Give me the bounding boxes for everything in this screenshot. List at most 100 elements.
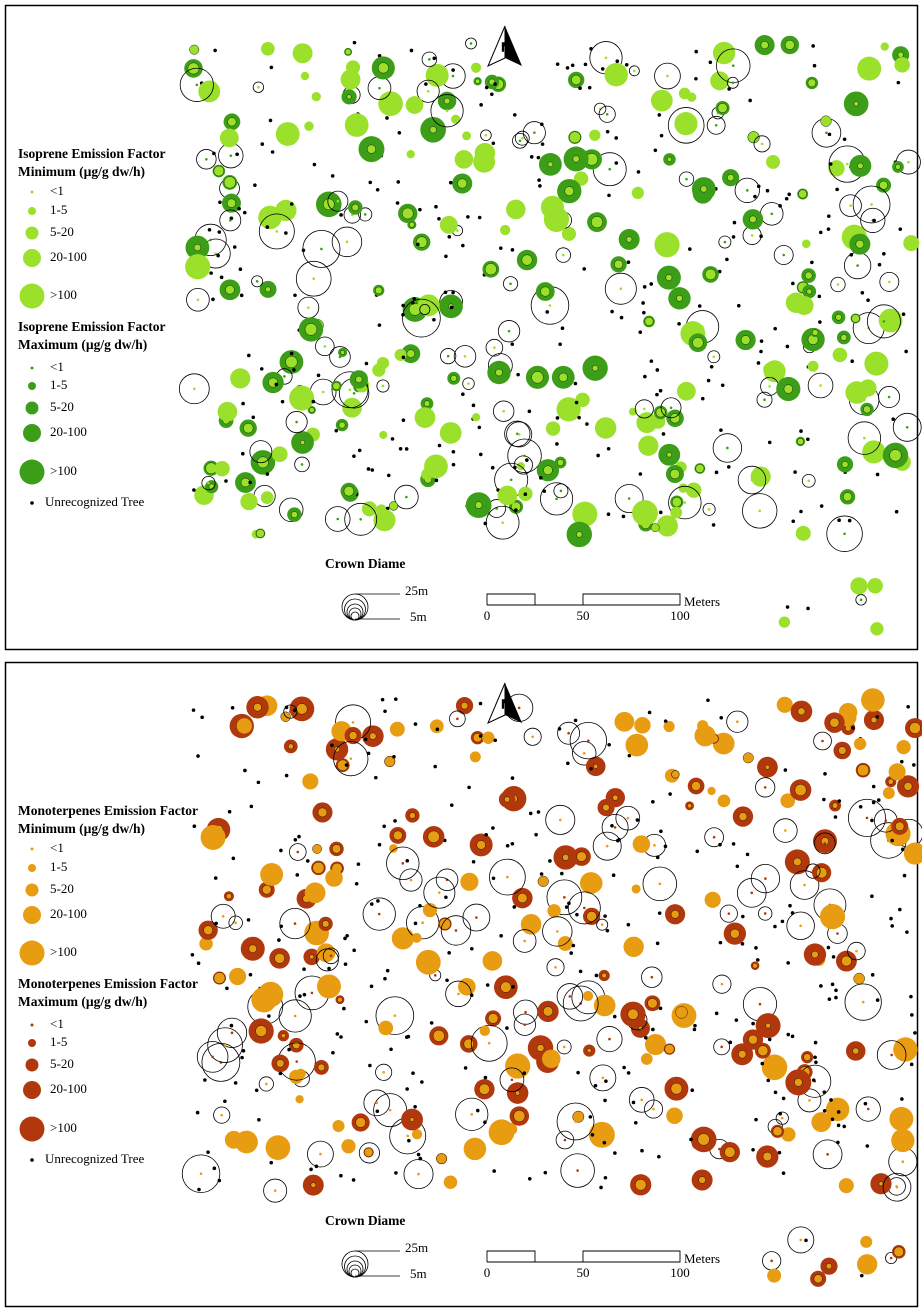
tree <box>818 230 823 235</box>
crown <box>228 915 243 930</box>
tree <box>444 895 448 900</box>
crown <box>480 129 492 141</box>
tree <box>329 954 333 958</box>
tree <box>479 1025 491 1036</box>
tree <box>235 1130 258 1154</box>
tree <box>692 1027 697 1032</box>
tree <box>803 883 806 887</box>
tree <box>607 193 611 198</box>
tree <box>806 437 810 442</box>
tree <box>225 285 235 295</box>
tree <box>730 928 740 939</box>
tree <box>456 229 459 232</box>
tree <box>454 150 474 169</box>
tree <box>836 1123 841 1128</box>
tree <box>292 43 313 64</box>
tree <box>527 1176 532 1181</box>
crown-symbol <box>348 1264 362 1278</box>
tree <box>623 936 644 957</box>
crown <box>737 465 767 495</box>
tree <box>578 969 583 974</box>
tree <box>271 446 288 463</box>
tree <box>470 62 482 73</box>
tree <box>478 701 483 706</box>
tree <box>377 912 381 916</box>
tree <box>719 428 723 432</box>
tree <box>413 1104 417 1109</box>
tree <box>312 162 317 167</box>
tree <box>293 922 297 925</box>
tree <box>512 905 517 909</box>
tree <box>834 988 838 993</box>
tree <box>260 142 265 146</box>
tree <box>405 495 408 499</box>
tree <box>205 157 208 161</box>
tree <box>851 314 860 323</box>
tree <box>596 453 600 458</box>
tree <box>375 1101 379 1105</box>
tree <box>444 254 448 259</box>
crown <box>844 983 882 1021</box>
tree <box>638 472 643 476</box>
legend-label: Unrecognized Tree <box>45 1151 145 1166</box>
tree <box>625 733 649 757</box>
tree <box>536 1044 545 1052</box>
tree <box>790 1034 795 1039</box>
crown <box>742 493 778 529</box>
tree <box>351 1178 356 1182</box>
tree <box>801 239 811 249</box>
tree <box>543 1170 548 1175</box>
tree <box>409 812 416 819</box>
legend-label: 20-100 <box>50 249 87 264</box>
crown <box>416 79 440 103</box>
tree <box>287 1047 291 1052</box>
legend-label: >100 <box>50 463 77 478</box>
tree <box>500 224 511 236</box>
tree <box>813 1274 823 1284</box>
tree <box>610 823 614 828</box>
legend-label: <1 <box>50 359 64 374</box>
tree <box>336 517 340 521</box>
crown <box>402 298 441 338</box>
tree <box>521 254 533 266</box>
tree <box>460 702 469 710</box>
tree <box>574 1120 577 1123</box>
tree <box>275 230 279 233</box>
tree <box>426 89 430 93</box>
legend-symbol <box>30 366 34 370</box>
tree <box>894 509 899 514</box>
tree <box>537 875 549 887</box>
tree <box>369 902 374 906</box>
tree <box>417 1172 420 1176</box>
tree <box>227 117 237 127</box>
crown <box>201 475 216 491</box>
tree <box>432 56 437 61</box>
tree <box>588 1121 615 1148</box>
tree <box>740 942 745 946</box>
crown <box>258 1076 274 1092</box>
tree <box>226 198 237 208</box>
tree <box>256 780 261 785</box>
tree <box>368 180 373 185</box>
tree <box>377 842 382 847</box>
tree <box>349 757 353 760</box>
tree <box>265 1082 268 1086</box>
tree <box>223 176 236 189</box>
tree <box>309 1167 313 1172</box>
tree <box>443 290 448 295</box>
tree <box>296 703 308 715</box>
tree <box>615 59 620 63</box>
tree <box>253 183 257 187</box>
tree <box>787 192 792 197</box>
tree <box>522 1071 527 1075</box>
legend-label: 5-20 <box>50 881 74 896</box>
tree <box>493 82 497 86</box>
tree <box>838 1178 854 1194</box>
tree <box>445 109 449 113</box>
tree <box>834 995 838 1000</box>
tree <box>257 85 260 89</box>
tree <box>570 63 575 68</box>
crown <box>546 958 565 977</box>
tree <box>913 1031 917 1035</box>
tree <box>425 63 449 87</box>
